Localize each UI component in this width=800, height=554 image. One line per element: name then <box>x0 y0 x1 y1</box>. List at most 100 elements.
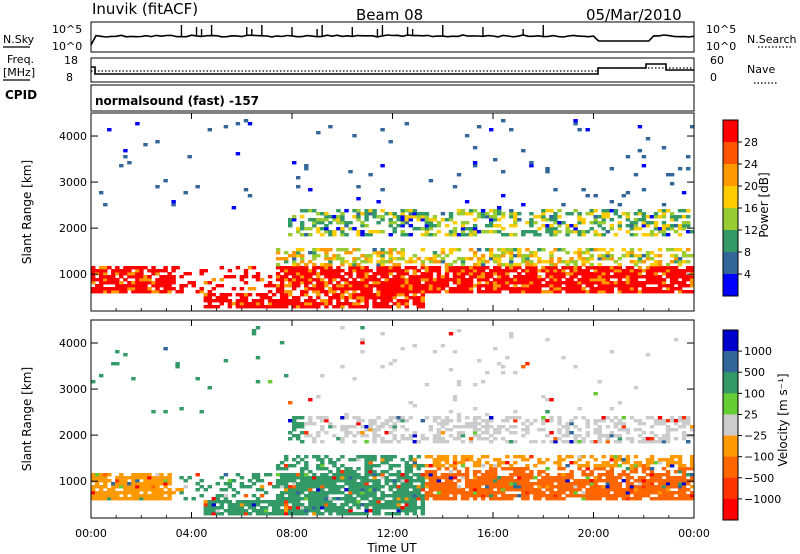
velocity-cell <box>613 416 619 420</box>
power-cell <box>215 296 221 300</box>
power-cell <box>476 287 482 291</box>
power-cell <box>336 293 341 297</box>
velocity-cell <box>344 470 349 474</box>
power-cell <box>432 257 438 261</box>
velocity-cell <box>308 500 313 504</box>
power-cell <box>284 257 289 261</box>
power-cell <box>420 248 426 252</box>
velocity-cell <box>372 470 377 474</box>
power-cell <box>424 272 430 276</box>
velocity-cell <box>601 467 606 471</box>
velocity-cell <box>308 506 313 510</box>
power-cell <box>597 266 602 270</box>
velocity-cell <box>356 431 361 435</box>
power-cell <box>501 278 506 282</box>
power-cell <box>653 212 659 216</box>
power-cell <box>207 281 213 285</box>
velocity-cell <box>440 419 446 423</box>
velocity-cell <box>505 419 510 423</box>
power-cell <box>328 233 333 237</box>
power-cell <box>589 209 594 213</box>
power-cell <box>183 284 188 288</box>
velocity-cell <box>279 461 285 465</box>
power-cell <box>557 281 562 285</box>
velocity-cell <box>617 482 623 486</box>
velocity-cell <box>247 512 253 516</box>
velocity-cell <box>275 506 281 510</box>
power-cell <box>460 278 466 282</box>
velocity-cell <box>400 494 405 498</box>
power-cell <box>368 269 373 273</box>
velocity-cell <box>348 506 353 510</box>
power-cell <box>340 293 345 297</box>
power-cell <box>601 254 606 258</box>
power-cell <box>645 275 651 279</box>
velocity-cell <box>553 461 558 465</box>
power-cell <box>408 296 414 300</box>
power-cell <box>456 173 462 177</box>
power-cell <box>392 230 397 234</box>
velocity-cell <box>641 422 647 426</box>
power-cell <box>605 212 611 216</box>
power-cell <box>601 266 606 270</box>
velocity-cell <box>239 503 245 507</box>
power-cell <box>601 290 606 294</box>
power-cell <box>91 281 96 285</box>
power-cell <box>605 230 611 234</box>
power-cell <box>304 164 309 168</box>
power-cell <box>103 269 108 273</box>
power-cell <box>585 248 590 252</box>
power-cell <box>472 266 478 270</box>
velocity-cell <box>183 479 188 483</box>
velocity-cell <box>553 485 558 489</box>
velocity-cell <box>255 497 261 501</box>
power-cell <box>227 299 233 303</box>
power-cell <box>284 284 289 288</box>
power-cell <box>509 215 514 219</box>
power-cell <box>597 233 602 237</box>
power-cell <box>356 263 361 267</box>
power-cell <box>525 257 530 261</box>
velocity-cell <box>332 506 337 510</box>
power-cell <box>489 209 494 213</box>
power-cell <box>360 212 365 216</box>
power-cell <box>167 275 172 279</box>
velocity-cell <box>448 473 454 477</box>
velocity-cell <box>420 419 426 423</box>
velocity-cell <box>681 476 687 480</box>
velocity-cell <box>400 437 405 441</box>
power-cell <box>480 269 486 273</box>
power-cell <box>613 281 619 285</box>
power-cell <box>569 269 574 273</box>
velocity-cell <box>509 332 514 336</box>
power-cell <box>332 290 337 294</box>
velocity-cell <box>203 503 209 507</box>
velocity-cell <box>380 497 385 501</box>
power-cell <box>565 260 570 264</box>
power-cell <box>340 302 345 306</box>
power-cell <box>525 260 530 264</box>
power-cell <box>288 299 293 303</box>
velocity-cell <box>553 479 558 483</box>
power-cell <box>549 275 554 279</box>
velocity-cell <box>468 482 474 486</box>
power-cell <box>300 221 305 225</box>
velocity-cell <box>139 485 144 489</box>
velocity-cell <box>493 464 498 468</box>
power-cell <box>328 266 333 270</box>
velocity-cell <box>296 485 301 489</box>
power-cell <box>360 281 365 285</box>
power-cell <box>139 284 144 288</box>
colorbar-tick-label: −500 <box>744 472 774 485</box>
power-cell <box>521 290 526 294</box>
power-cell <box>681 251 687 255</box>
velocity-cell <box>448 464 454 468</box>
velocity-cell <box>288 500 293 504</box>
velocity-cell <box>436 431 442 435</box>
power-cell <box>432 224 438 228</box>
power-cell <box>364 293 369 297</box>
velocity-cell <box>123 353 128 357</box>
velocity-cell <box>525 488 530 492</box>
power-cell <box>396 215 401 219</box>
power-cell <box>155 140 160 144</box>
